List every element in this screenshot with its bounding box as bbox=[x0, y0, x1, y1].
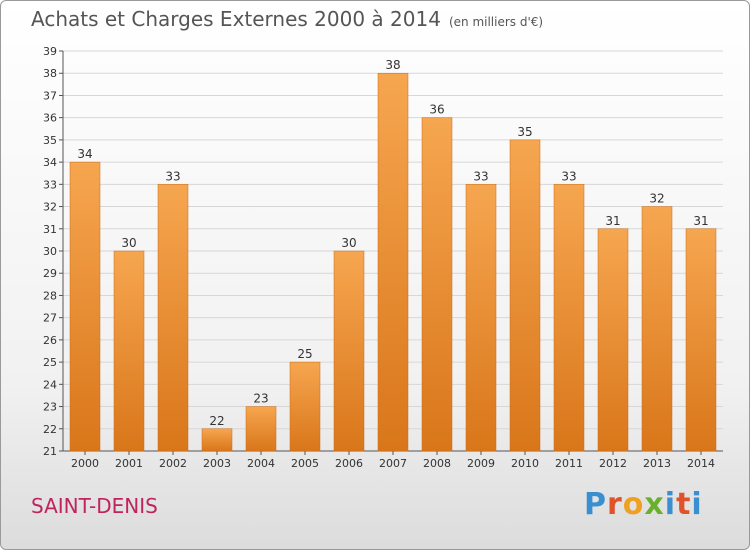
bar bbox=[465, 184, 497, 452]
title-text: Achats et Charges Externes 2000 à 2014 bbox=[31, 7, 441, 31]
y-tick-label: 29 bbox=[43, 267, 57, 280]
city-name: SAINT-DENIS bbox=[31, 494, 158, 518]
x-tick-label: 2004 bbox=[247, 457, 275, 470]
data-label: 33 bbox=[561, 169, 576, 183]
y-tick-label: 24 bbox=[43, 378, 57, 391]
x-tick-label: 2002 bbox=[159, 457, 187, 470]
chart-title: Achats et Charges Externes 2000 à 2014 (e… bbox=[31, 7, 543, 31]
x-tick-label: 2007 bbox=[379, 457, 407, 470]
data-label: 30 bbox=[121, 236, 136, 250]
y-tick-label: 37 bbox=[43, 89, 57, 102]
data-label: 23 bbox=[253, 392, 268, 406]
x-tick-label: 2010 bbox=[511, 457, 539, 470]
bar bbox=[377, 72, 409, 452]
data-label: 30 bbox=[341, 236, 356, 250]
y-tick-label: 33 bbox=[43, 178, 57, 191]
data-label: 34 bbox=[77, 147, 92, 161]
y-tick-label: 26 bbox=[43, 334, 57, 347]
x-tick-label: 2011 bbox=[555, 457, 583, 470]
data-labels: 34 30 33 22 23 25 30 38 36 33 35 33 31 32 31 bbox=[77, 58, 708, 428]
data-label: 35 bbox=[517, 125, 532, 139]
data-label: 33 bbox=[473, 169, 488, 183]
x-tick-label: 2012 bbox=[599, 457, 627, 470]
bar bbox=[333, 250, 365, 452]
logo-letter: o bbox=[622, 487, 645, 522]
y-tick-label: 32 bbox=[43, 201, 57, 214]
x-tick-label: 2008 bbox=[423, 457, 451, 470]
logo-letter: P bbox=[584, 487, 607, 522]
x-tick-label: 2014 bbox=[687, 457, 715, 470]
y-tick-label: 28 bbox=[43, 289, 57, 302]
bar bbox=[553, 184, 585, 452]
bar bbox=[69, 161, 101, 452]
x-tick-label: 2003 bbox=[203, 457, 231, 470]
logo-letter: r bbox=[607, 487, 623, 522]
logo-letter: i bbox=[664, 487, 677, 522]
x-tick-label: 2005 bbox=[291, 457, 319, 470]
bar bbox=[157, 184, 189, 452]
data-label: 33 bbox=[165, 169, 180, 183]
data-label: 38 bbox=[385, 58, 400, 72]
bar bbox=[509, 139, 541, 452]
logo-letter: t bbox=[676, 487, 692, 522]
logo-letter: x bbox=[644, 487, 665, 522]
y-tick-label: 23 bbox=[43, 401, 57, 414]
y-tick-label: 35 bbox=[43, 134, 57, 147]
x-tick-label: 2001 bbox=[115, 457, 143, 470]
bar bbox=[641, 206, 673, 452]
bar bbox=[289, 361, 321, 452]
bar bbox=[201, 428, 233, 452]
y-tick-label: 30 bbox=[43, 245, 57, 258]
chart-subtitle: (en milliers d'€) bbox=[448, 15, 544, 29]
bars bbox=[69, 72, 717, 452]
data-label: 31 bbox=[693, 214, 708, 228]
data-label: 22 bbox=[209, 414, 224, 428]
y-tick-label: 22 bbox=[43, 423, 57, 436]
x-tick-label: 2013 bbox=[643, 457, 671, 470]
bar bbox=[597, 228, 629, 452]
y-tick-label: 39 bbox=[43, 45, 57, 58]
data-label: 32 bbox=[649, 192, 664, 206]
axes: 21 22 23 24 25 26 27 28 29 30 31 32 33 34 35 36 37 38 39 20… bbox=[43, 45, 723, 470]
x-tick-label: 2006 bbox=[335, 457, 363, 470]
y-tick-label: 31 bbox=[43, 223, 57, 236]
y-tick-label: 36 bbox=[43, 112, 57, 125]
data-label: 25 bbox=[297, 347, 312, 361]
y-tick-label: 21 bbox=[43, 445, 57, 458]
logo-letter: i bbox=[691, 487, 703, 522]
data-label: 36 bbox=[429, 103, 444, 117]
y-tick-label: 27 bbox=[43, 312, 57, 325]
proxiti-logo[interactable]: Proxiti bbox=[584, 487, 703, 522]
bar bbox=[113, 250, 145, 452]
y-tick-label: 34 bbox=[43, 156, 57, 169]
bar bbox=[685, 228, 717, 452]
x-tick-label: 2000 bbox=[71, 457, 99, 470]
x-tick-label: 2009 bbox=[467, 457, 495, 470]
bar bbox=[421, 117, 453, 452]
bar bbox=[245, 406, 277, 452]
y-tick-label: 38 bbox=[43, 67, 57, 80]
data-label: 31 bbox=[605, 214, 620, 228]
y-tick-label: 25 bbox=[43, 356, 57, 369]
